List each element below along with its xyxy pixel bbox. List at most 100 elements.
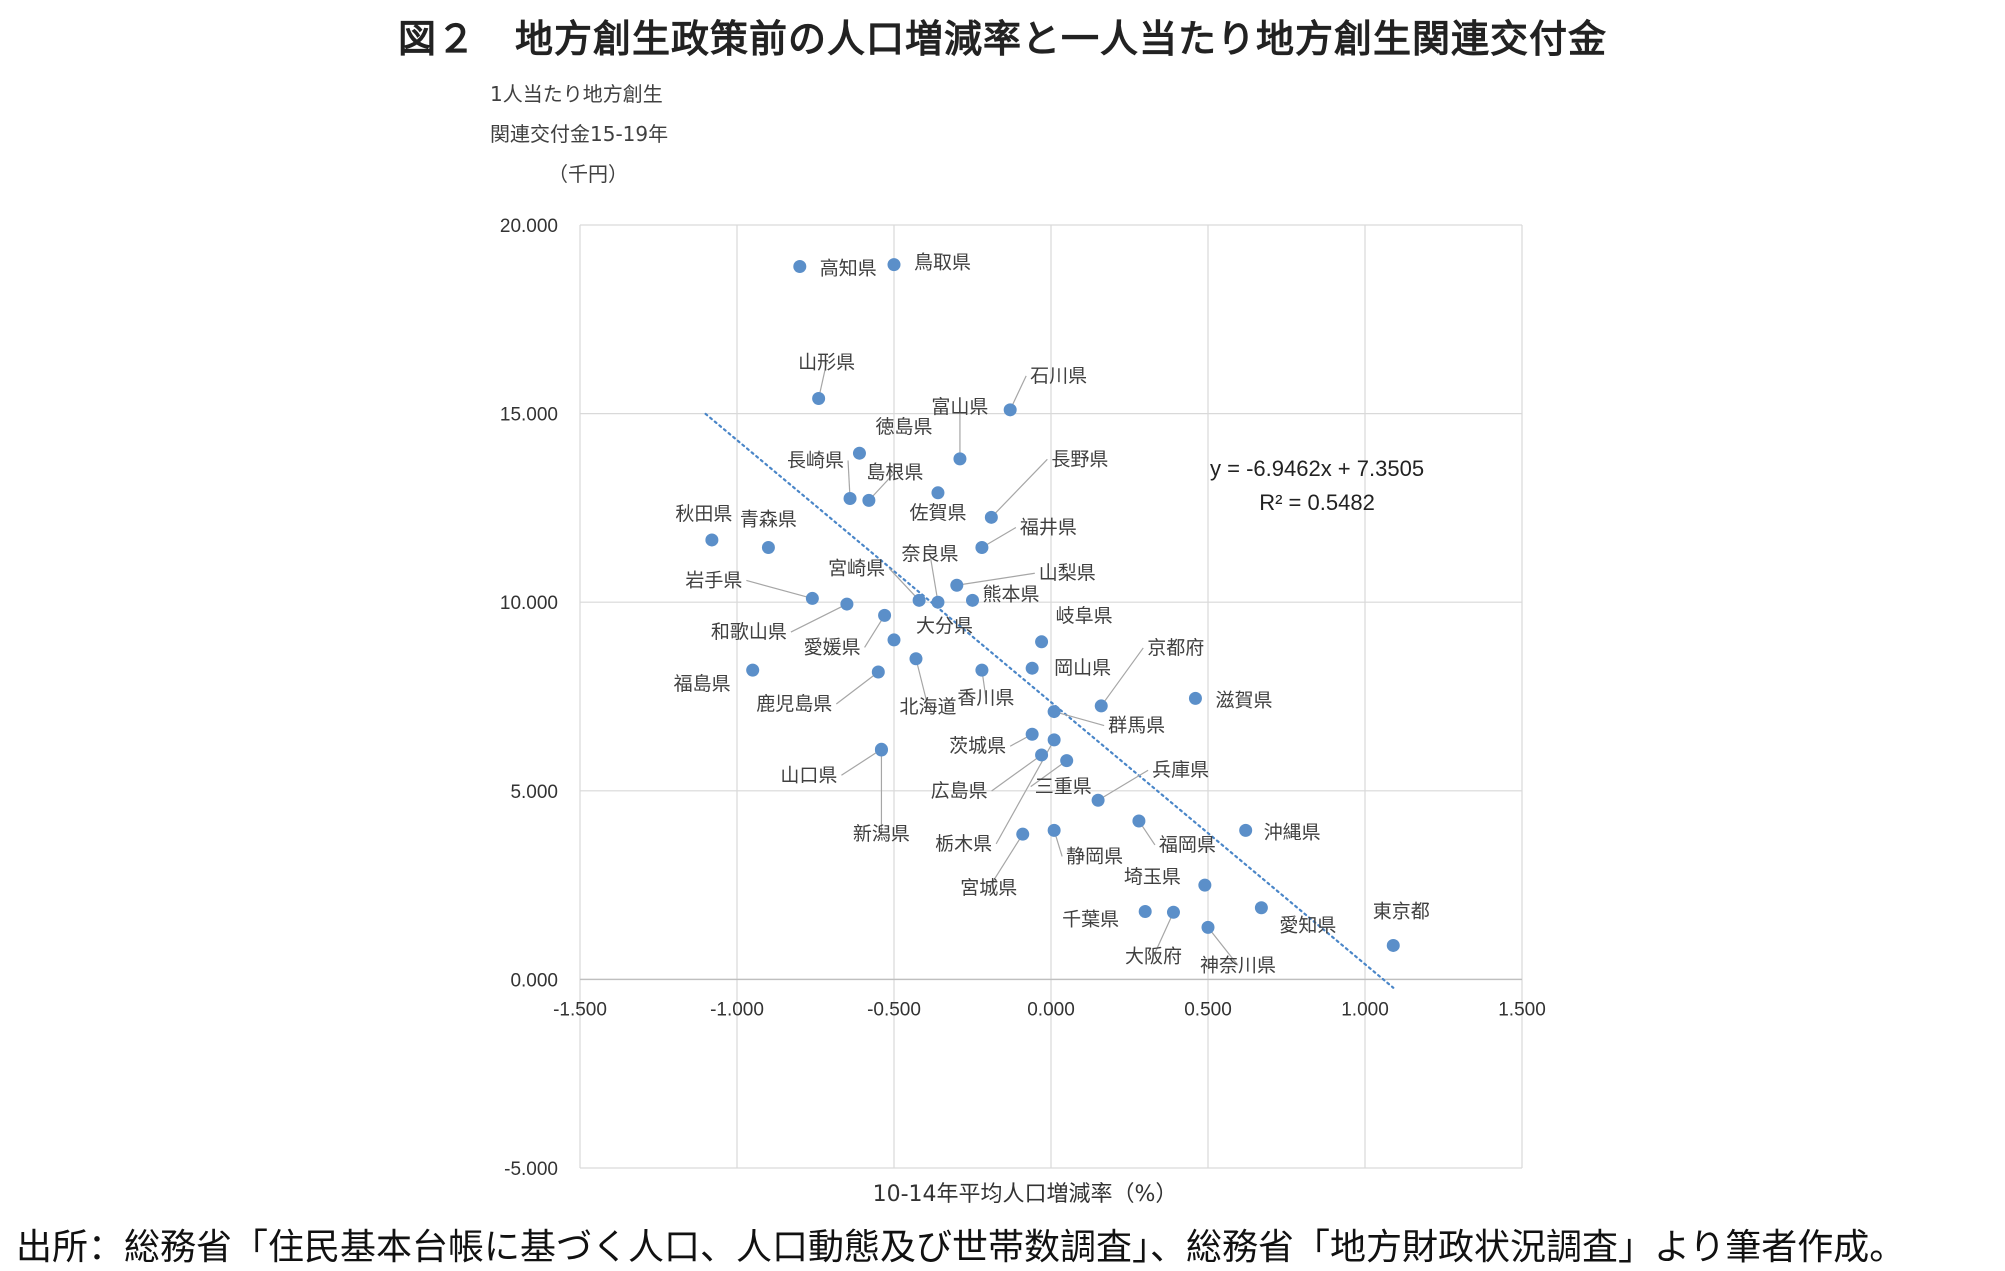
data-point <box>761 541 775 555</box>
leader-line <box>1152 912 1175 957</box>
point-label: 島根県 <box>866 461 923 483</box>
data-point <box>1047 823 1061 837</box>
data-point <box>805 591 819 605</box>
data-point <box>746 663 760 677</box>
point-label: 佐賀県 <box>909 502 966 524</box>
data-point <box>812 392 826 406</box>
trendline-equation-box: y = -6.9462x + 7.3505 R² = 0.5482 <box>1210 452 1424 520</box>
point-label: 兵庫県 <box>1152 759 1209 781</box>
point-label: 大阪府 <box>1125 945 1182 967</box>
data-point <box>975 663 989 677</box>
point-label: 茨城県 <box>949 735 1006 757</box>
y-tick-label: 0.000 <box>510 970 558 991</box>
leader-line <box>790 603 848 633</box>
data-point <box>1025 661 1039 675</box>
y-tick-label: -5.000 <box>504 1159 558 1180</box>
leader-line <box>1097 769 1149 801</box>
data-point <box>1166 905 1180 919</box>
point-label: 富山県 <box>931 396 988 418</box>
leader-line <box>888 567 920 601</box>
x-tick-label: -0.500 <box>867 999 921 1020</box>
leader-line <box>841 748 882 776</box>
leader-line <box>1207 926 1239 966</box>
y-axis-label-line-3: （千円） <box>548 162 628 186</box>
source-note: 出所：総務省「住民基本台帳に基づく人口、人口動態及び世帯数調査」、総務省「地方財… <box>16 1227 1906 1268</box>
leader-line <box>988 833 1024 889</box>
data-point <box>840 597 854 611</box>
data-point <box>1091 793 1105 807</box>
y-tick-label: 15.000 <box>500 405 558 426</box>
figure-title: 図２ 地方創生政策前の人口増減率と一人当たり地方創生関連交付金 <box>397 17 1607 61</box>
point-label: 福岡県 <box>1159 834 1216 856</box>
point-label: 広島県 <box>931 780 988 802</box>
leader-line <box>915 658 929 707</box>
trendline-equation: y = -6.9462x + 7.3505 <box>1210 456 1425 481</box>
y-tick-label: 10.000 <box>500 593 558 614</box>
y-tick-label: 5.000 <box>510 782 558 803</box>
x-tick-label: -1.000 <box>710 999 764 1020</box>
point-label: 和歌山県 <box>711 621 787 643</box>
point-label: 熊本県 <box>983 583 1040 605</box>
data-point <box>1386 938 1400 952</box>
point-label: 山形県 <box>798 352 855 374</box>
point-label: 京都府 <box>1147 637 1204 659</box>
data-point <box>1138 905 1152 919</box>
point-label: 鳥取県 <box>914 252 971 274</box>
scatter-chart: -1.500 -1.000 -0.500 0.000 0.500 1.000 1.500 -5… <box>500 216 1546 1180</box>
point-label: 静岡県 <box>1066 845 1123 867</box>
data-point <box>887 633 901 647</box>
point-label: 山口県 <box>780 764 837 786</box>
leader-line <box>956 572 1035 586</box>
data-point <box>793 259 807 273</box>
point-label: 長野県 <box>1051 448 1108 470</box>
point-label: 岐阜県 <box>1056 605 1113 627</box>
x-axis-label: 10-14年平均人口増減率（%） <box>872 1182 1178 1207</box>
data-point <box>871 665 885 679</box>
leader-line <box>1100 647 1144 707</box>
point-label: 滋賀県 <box>1215 689 1272 711</box>
data-point <box>931 486 945 500</box>
point-label: 栃木県 <box>935 833 992 855</box>
data-point <box>1254 901 1268 915</box>
data-point <box>1188 691 1202 705</box>
leader-line <box>981 526 1017 549</box>
data-point <box>931 595 945 609</box>
x-tick-label: 1.500 <box>1498 999 1546 1020</box>
data-point <box>1016 827 1030 841</box>
data-point <box>1094 699 1108 713</box>
data-point <box>984 510 998 524</box>
point-label: 石川県 <box>1030 365 1087 387</box>
x-tick-label: -1.500 <box>553 999 607 1020</box>
point-label: 鹿児島県 <box>756 693 832 715</box>
y-axis-label-line-2: 関連交付金15-19年 <box>490 122 669 146</box>
point-label: 秋田県 <box>675 503 732 525</box>
point-label: 宮城県 <box>960 877 1017 899</box>
point-label: 東京都 <box>1373 900 1430 922</box>
point-label: 新潟県 <box>853 823 910 845</box>
point-label: 大分県 <box>916 615 973 637</box>
data-point <box>1003 403 1017 417</box>
y-axis-label-line-1: 1人当たり地方創生 <box>490 82 663 106</box>
point-label: 三重県 <box>1035 776 1092 798</box>
data-point <box>909 652 923 666</box>
leader-line <box>990 458 1048 518</box>
point-label: 沖縄県 <box>1264 821 1321 843</box>
data-point <box>852 446 866 460</box>
point-label: 福井県 <box>1020 517 1077 539</box>
point-label: 徳島県 <box>875 416 932 438</box>
point-label: 神奈川県 <box>1200 954 1276 976</box>
point-label: 山梨県 <box>1039 562 1096 584</box>
point-label: 岡山県 <box>1054 657 1111 679</box>
leader-line <box>1030 760 1068 788</box>
trendline-r-squared: R² = 0.5482 <box>1259 490 1375 515</box>
data-point <box>953 452 967 466</box>
data-point <box>1035 748 1049 762</box>
point-label: 愛知県 <box>1279 915 1336 937</box>
data-point <box>705 533 719 547</box>
data-point <box>878 608 892 622</box>
point-label: 宮崎県 <box>828 557 885 579</box>
data-point <box>1025 727 1039 741</box>
x-tick-label: 0.000 <box>1027 999 1075 1020</box>
data-point <box>1201 920 1215 934</box>
leader-line <box>835 671 879 705</box>
